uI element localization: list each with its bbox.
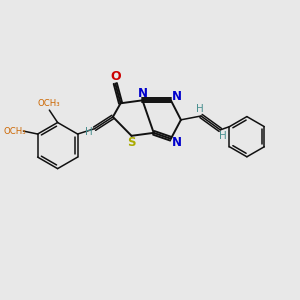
Text: O: O <box>110 70 121 83</box>
Text: N: N <box>172 90 182 103</box>
Text: H: H <box>219 131 227 141</box>
Text: OCH₃: OCH₃ <box>38 99 61 108</box>
Text: N: N <box>172 136 182 149</box>
Text: H: H <box>196 104 203 115</box>
Text: OCH₃: OCH₃ <box>3 127 26 136</box>
Text: N: N <box>137 87 148 100</box>
Text: H: H <box>85 127 93 137</box>
Text: S: S <box>127 136 136 149</box>
